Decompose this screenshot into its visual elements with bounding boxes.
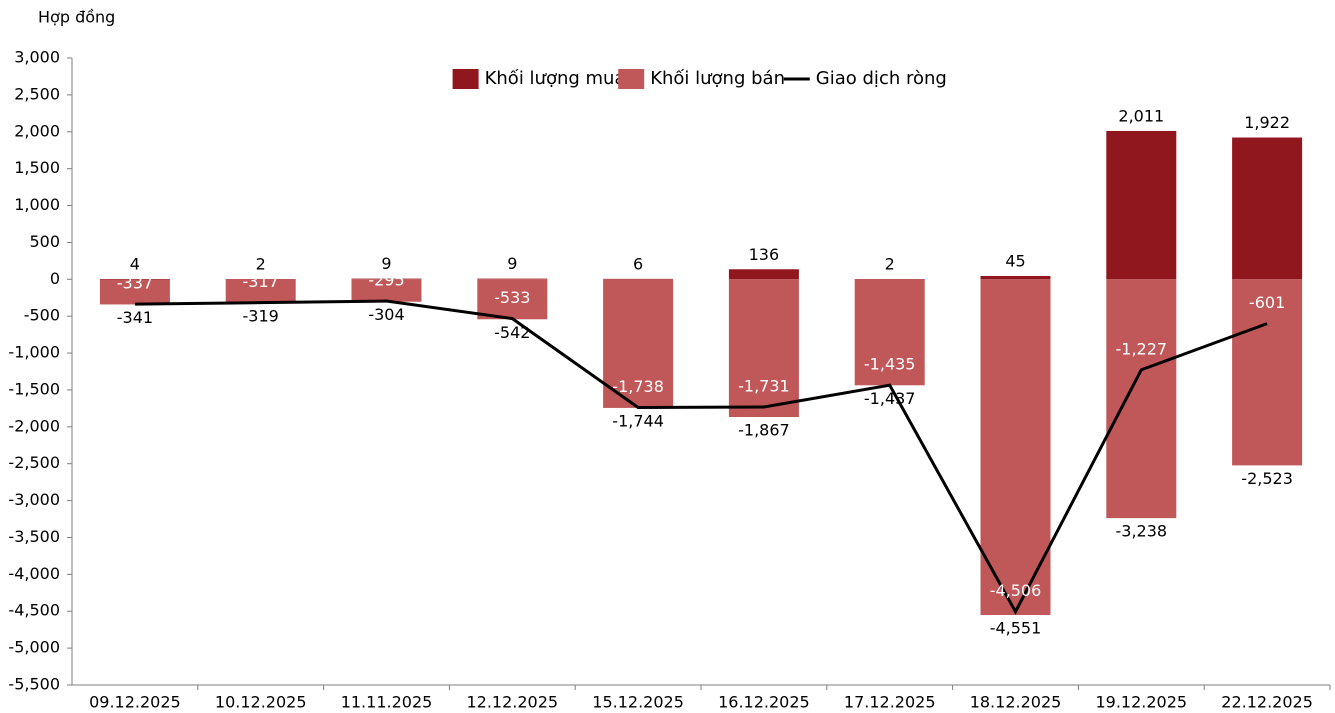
data-label: -1,738 xyxy=(612,377,664,396)
y-tick-label: -500 xyxy=(24,306,60,325)
y-tick-label: -2,000 xyxy=(8,416,60,435)
y-tick-label: -3,500 xyxy=(8,527,60,546)
data-label: -1,437 xyxy=(864,389,916,408)
y-tick-label: -5,000 xyxy=(8,638,60,657)
bar xyxy=(477,278,548,280)
y-tick-label: 0 xyxy=(50,269,60,288)
x-tick-label: 19.12.2025 xyxy=(1095,693,1187,712)
data-label: 1,922 xyxy=(1244,113,1290,132)
bar xyxy=(1232,279,1303,466)
y-tick-label: -2,500 xyxy=(8,453,60,472)
bar xyxy=(351,278,422,280)
data-label: 2,011 xyxy=(1118,106,1164,125)
bar xyxy=(99,278,170,280)
legend-swatch xyxy=(618,69,645,89)
bar xyxy=(99,279,170,305)
legend-label: Khối lượng bán xyxy=(650,68,785,89)
data-label: -1,227 xyxy=(1116,339,1168,358)
data-label: -295 xyxy=(368,271,404,290)
bar xyxy=(477,279,548,320)
net-line xyxy=(134,299,1268,615)
bar xyxy=(1106,130,1177,280)
bar xyxy=(980,279,1051,615)
bar xyxy=(728,269,799,280)
data-label: 9 xyxy=(381,254,391,273)
data-label: 4 xyxy=(130,254,140,273)
y-tick-label: 2,500 xyxy=(14,84,60,103)
data-label: 2 xyxy=(885,255,895,274)
bar xyxy=(603,279,674,408)
y-tick-label: 500 xyxy=(29,232,60,251)
data-label: 45 xyxy=(1005,251,1025,270)
bar xyxy=(225,279,296,303)
x-tick-label: 10.12.2025 xyxy=(215,693,307,712)
bar xyxy=(728,279,799,418)
data-label: -4,506 xyxy=(990,581,1042,600)
bar xyxy=(603,278,674,280)
x-tick-label: 11.11.2025 xyxy=(341,693,433,712)
bar xyxy=(980,275,1051,280)
y-tick-label: -1,000 xyxy=(8,343,60,362)
data-label: -601 xyxy=(1249,293,1285,312)
x-tick-label: 09.12.2025 xyxy=(89,693,181,712)
data-label: 136 xyxy=(749,245,780,264)
bar xyxy=(1106,279,1177,519)
legend-label: Khối lượng mua xyxy=(485,68,626,89)
data-label: -1,435 xyxy=(864,355,916,374)
x-tick-label: 15.12.2025 xyxy=(592,693,684,712)
data-label: 6 xyxy=(633,254,643,273)
legend-swatch xyxy=(452,69,479,89)
bar xyxy=(1232,137,1303,280)
y-axis-title: Hợp đồng xyxy=(38,8,115,27)
y-tick-label: 3,000 xyxy=(14,48,60,67)
data-label: -1,731 xyxy=(738,376,790,395)
y-tick-label: -4,500 xyxy=(8,601,60,620)
y-tick-label: -3,000 xyxy=(8,490,60,509)
y-tick-label: 1,500 xyxy=(14,158,60,177)
data-label: -319 xyxy=(243,306,279,325)
data-label: -542 xyxy=(494,323,530,342)
data-label: -1,867 xyxy=(738,421,790,440)
y-tick-label: 2,000 xyxy=(14,121,60,140)
x-tick-label: 12.12.2025 xyxy=(466,693,558,712)
data-label: -2,523 xyxy=(1241,469,1293,488)
bar xyxy=(351,279,422,302)
data-label: -4,551 xyxy=(990,618,1042,637)
data-label: -3,238 xyxy=(1116,522,1168,541)
x-tick-label: 17.12.2025 xyxy=(844,693,936,712)
legend-label: Giao dịch ròng xyxy=(816,68,947,89)
x-tick-label: 16.12.2025 xyxy=(718,693,810,712)
y-tick-label: -4,000 xyxy=(8,564,60,583)
data-label: 2 xyxy=(256,255,266,274)
x-tick-label: 22.12.2025 xyxy=(1221,693,1313,712)
y-tick-label: -5,500 xyxy=(8,675,60,694)
bar xyxy=(854,279,925,386)
data-label: 9 xyxy=(507,254,517,273)
data-label: -317 xyxy=(243,272,279,291)
data-label: -1,744 xyxy=(612,411,664,430)
data-label: -337 xyxy=(117,274,153,293)
data-label: -304 xyxy=(368,305,404,324)
y-tick-label: 1,000 xyxy=(14,195,60,214)
x-tick-label: 18.12.2025 xyxy=(970,693,1062,712)
y-tick-label: -1,500 xyxy=(8,379,60,398)
data-label: -533 xyxy=(494,288,530,307)
data-label: -341 xyxy=(117,308,153,327)
